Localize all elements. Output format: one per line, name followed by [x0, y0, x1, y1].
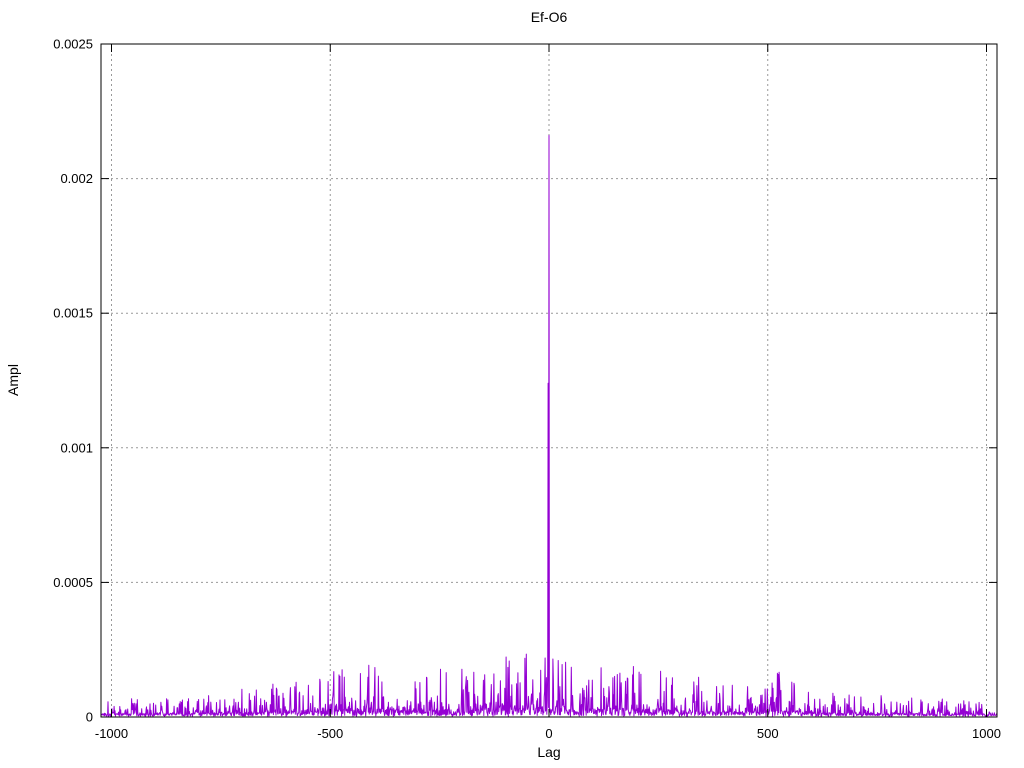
- x-tick-label: 1000: [972, 726, 1001, 741]
- x-tick-label: 500: [757, 726, 779, 741]
- y-tick-label: 0: [86, 710, 93, 725]
- x-tick-label: -500: [317, 726, 343, 741]
- y-tick-label: 0.001: [60, 440, 93, 455]
- y-tick-label: 0.0015: [53, 306, 93, 321]
- x-tick-label: -1000: [95, 726, 128, 741]
- chart-title: Ef-O6: [530, 9, 568, 25]
- x-axis-title: Lag: [537, 744, 561, 760]
- y-tick-label: 0.0005: [53, 575, 93, 590]
- y-tick-label: 0.0025: [53, 37, 93, 52]
- data-trace: [100, 135, 998, 717]
- y-tick-label: 0.002: [60, 171, 93, 186]
- x-tick-label: 0: [545, 726, 552, 741]
